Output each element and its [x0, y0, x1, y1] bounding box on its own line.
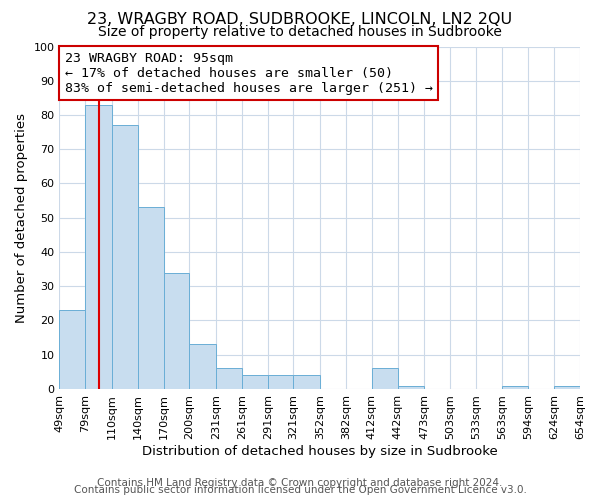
Bar	[138, 208, 164, 389]
Bar	[190, 344, 216, 389]
Bar	[293, 376, 320, 389]
Y-axis label: Number of detached properties: Number of detached properties	[15, 112, 28, 322]
X-axis label: Distribution of detached houses by size in Sudbrooke: Distribution of detached houses by size …	[142, 444, 497, 458]
Text: Size of property relative to detached houses in Sudbrooke: Size of property relative to detached ho…	[98, 25, 502, 39]
Bar	[242, 376, 268, 389]
Bar	[164, 272, 190, 389]
Bar	[112, 126, 138, 389]
Bar	[268, 376, 293, 389]
Bar	[59, 310, 85, 389]
Bar	[502, 386, 529, 389]
Text: Contains public sector information licensed under the Open Government Licence v3: Contains public sector information licen…	[74, 485, 526, 495]
Bar	[554, 386, 580, 389]
Text: Contains HM Land Registry data © Crown copyright and database right 2024.: Contains HM Land Registry data © Crown c…	[97, 478, 503, 488]
Text: 23, WRAGBY ROAD, SUDBROOKE, LINCOLN, LN2 2QU: 23, WRAGBY ROAD, SUDBROOKE, LINCOLN, LN2…	[88, 12, 512, 28]
Bar	[216, 368, 242, 389]
Text: 23 WRAGBY ROAD: 95sqm
← 17% of detached houses are smaller (50)
83% of semi-deta: 23 WRAGBY ROAD: 95sqm ← 17% of detached …	[65, 52, 433, 94]
Bar	[398, 386, 424, 389]
Bar	[85, 104, 112, 389]
Bar	[580, 386, 600, 389]
Bar	[372, 368, 398, 389]
